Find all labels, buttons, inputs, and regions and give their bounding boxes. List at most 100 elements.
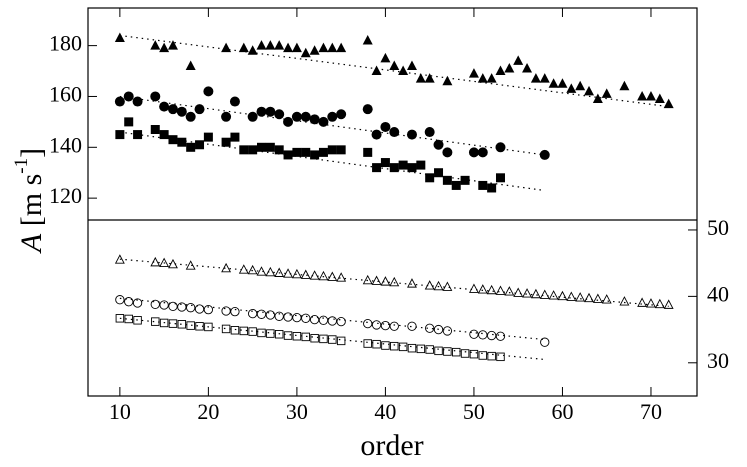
point [283, 116, 294, 127]
point [132, 96, 143, 107]
point [522, 288, 532, 298]
point [256, 40, 267, 50]
point [363, 147, 373, 157]
y-label-part: A [15, 233, 48, 254]
point [487, 183, 497, 193]
point [292, 312, 302, 323]
point [150, 125, 160, 135]
fit-line [119, 297, 545, 341]
point [637, 297, 648, 307]
point [221, 306, 231, 316]
point [433, 324, 444, 335]
point [283, 150, 293, 160]
point [274, 267, 285, 277]
fit-line [119, 34, 669, 108]
point [663, 299, 674, 309]
point [168, 135, 178, 145]
point [468, 68, 479, 78]
point [390, 341, 399, 351]
point [416, 160, 426, 170]
point [434, 168, 444, 178]
x-tick-label: 40 [374, 399, 396, 424]
point [318, 147, 328, 157]
point [646, 298, 656, 308]
point [371, 320, 382, 330]
plot-frame [87, 7, 698, 397]
point [159, 101, 170, 112]
point [203, 305, 214, 315]
point [230, 307, 240, 317]
point [238, 42, 249, 53]
point [247, 264, 258, 275]
point [407, 163, 417, 173]
point [336, 336, 346, 346]
point [159, 318, 169, 328]
point [548, 78, 559, 88]
point [486, 330, 497, 341]
point [584, 292, 594, 303]
point [185, 60, 196, 70]
point [451, 180, 461, 190]
point [247, 308, 258, 319]
point [257, 328, 266, 338]
point [557, 290, 568, 301]
point [380, 320, 391, 331]
point [194, 104, 205, 115]
point [442, 281, 453, 291]
point [186, 321, 195, 330]
point [115, 314, 125, 323]
point [309, 314, 320, 325]
point [292, 147, 302, 157]
point [592, 293, 603, 303]
point [425, 323, 435, 333]
point [274, 145, 284, 155]
point [292, 331, 302, 341]
point [389, 321, 399, 331]
point [300, 47, 311, 58]
point [477, 147, 488, 158]
point [256, 142, 266, 152]
point [309, 114, 320, 125]
point [433, 139, 444, 150]
point [424, 280, 435, 290]
point [167, 104, 178, 115]
point [637, 90, 648, 101]
y2-tick-label: 50 [707, 215, 729, 240]
point [150, 256, 161, 267]
point [477, 284, 488, 294]
point [584, 85, 595, 96]
point [248, 327, 257, 336]
point [221, 137, 231, 147]
point [328, 335, 337, 344]
point [283, 331, 293, 340]
point [442, 147, 453, 158]
y-tick-label: 180 [49, 31, 82, 56]
point [371, 129, 382, 140]
y-tick-label: 160 [49, 82, 82, 107]
point [159, 42, 170, 53]
point [115, 295, 125, 305]
point [177, 320, 187, 329]
point [601, 294, 612, 304]
point [336, 42, 347, 53]
point [336, 145, 346, 155]
point [301, 332, 310, 342]
point [274, 311, 284, 321]
point [468, 283, 479, 293]
point [601, 88, 612, 98]
point [513, 55, 524, 65]
point [167, 40, 178, 50]
point [363, 339, 372, 348]
point [300, 111, 311, 122]
point [327, 271, 338, 281]
point [124, 297, 134, 307]
point [566, 83, 577, 93]
point [478, 330, 488, 340]
point [221, 111, 232, 122]
point [495, 285, 506, 295]
point [336, 272, 347, 282]
point [239, 145, 249, 155]
point [469, 349, 479, 359]
point [654, 93, 665, 104]
point [381, 341, 390, 350]
